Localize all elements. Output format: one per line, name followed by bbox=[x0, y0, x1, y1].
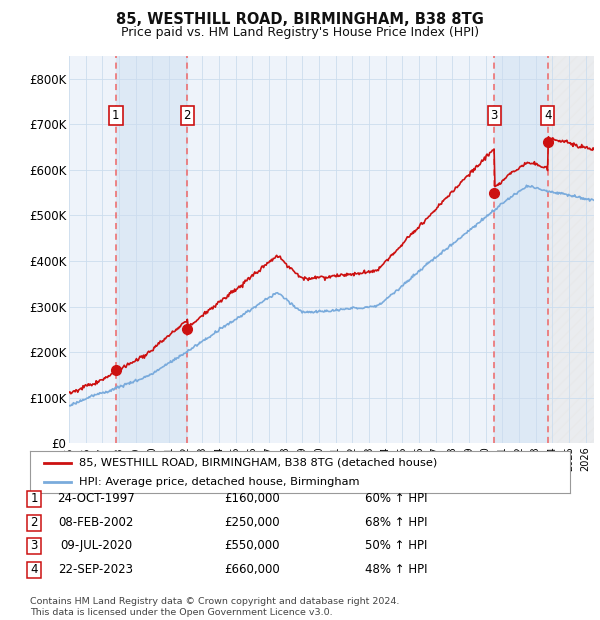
Text: 2: 2 bbox=[31, 516, 38, 528]
Text: 60% ↑ HPI: 60% ↑ HPI bbox=[365, 492, 427, 505]
Text: 08-FEB-2002: 08-FEB-2002 bbox=[58, 516, 134, 528]
Text: 48% ↑ HPI: 48% ↑ HPI bbox=[365, 563, 427, 575]
Text: £660,000: £660,000 bbox=[224, 563, 280, 575]
Text: 09-JUL-2020: 09-JUL-2020 bbox=[60, 539, 132, 552]
Text: 2: 2 bbox=[184, 110, 191, 122]
Text: £160,000: £160,000 bbox=[224, 492, 280, 505]
Text: £250,000: £250,000 bbox=[224, 516, 280, 528]
Text: 4: 4 bbox=[31, 563, 38, 575]
Bar bbox=[494, 56, 548, 443]
Text: 1: 1 bbox=[112, 110, 119, 122]
Text: 1: 1 bbox=[31, 492, 38, 505]
Text: 85, WESTHILL ROAD, BIRMINGHAM, B38 8TG (detached house): 85, WESTHILL ROAD, BIRMINGHAM, B38 8TG (… bbox=[79, 458, 437, 467]
Text: 85, WESTHILL ROAD, BIRMINGHAM, B38 8TG: 85, WESTHILL ROAD, BIRMINGHAM, B38 8TG bbox=[116, 12, 484, 27]
Text: 4: 4 bbox=[544, 110, 551, 122]
Text: Price paid vs. HM Land Registry's House Price Index (HPI): Price paid vs. HM Land Registry's House … bbox=[121, 26, 479, 39]
Text: 24-OCT-1997: 24-OCT-1997 bbox=[57, 492, 135, 505]
Text: 3: 3 bbox=[491, 110, 498, 122]
Bar bbox=[548, 56, 594, 443]
Text: £550,000: £550,000 bbox=[224, 539, 280, 552]
Text: 50% ↑ HPI: 50% ↑ HPI bbox=[365, 539, 427, 552]
Text: Contains HM Land Registry data © Crown copyright and database right 2024.
This d: Contains HM Land Registry data © Crown c… bbox=[30, 598, 400, 617]
Bar bbox=[116, 56, 187, 443]
Text: 22-SEP-2023: 22-SEP-2023 bbox=[59, 563, 133, 575]
Text: 3: 3 bbox=[31, 539, 38, 552]
Text: 68% ↑ HPI: 68% ↑ HPI bbox=[365, 516, 427, 528]
Text: HPI: Average price, detached house, Birmingham: HPI: Average price, detached house, Birm… bbox=[79, 477, 359, 487]
